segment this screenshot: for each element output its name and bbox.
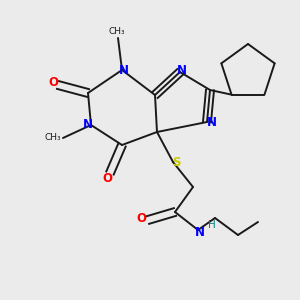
- Text: O: O: [48, 76, 58, 89]
- Text: N: N: [119, 64, 129, 76]
- Text: CH₃: CH₃: [109, 26, 125, 35]
- Text: S: S: [172, 157, 180, 169]
- Text: N: N: [195, 226, 205, 238]
- Text: N: N: [177, 64, 187, 76]
- Text: O: O: [136, 212, 146, 224]
- Text: N: N: [83, 118, 93, 131]
- Text: H: H: [208, 220, 216, 230]
- Text: O: O: [102, 172, 112, 184]
- Text: N: N: [207, 116, 217, 130]
- Text: CH₃: CH₃: [45, 133, 61, 142]
